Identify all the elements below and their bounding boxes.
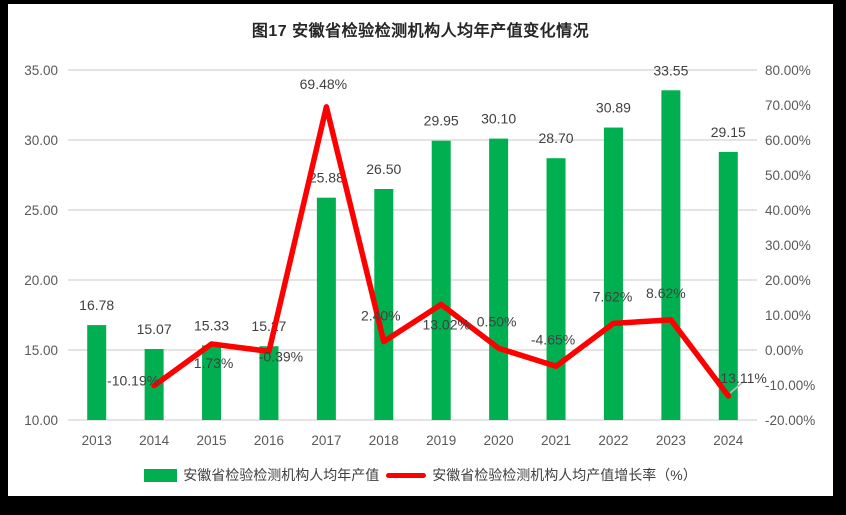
right-axis-tick-label: 0.00% [765,343,803,358]
growth-value-label-2015: 1.73% [194,355,234,371]
growth-value-label-2016: -0.39% [259,348,303,364]
legend: 安徽省检验检测机构人均年产值 安徽省检验检测机构人均产值增长率（%） [8,465,833,485]
bar-value-label-2018: 26.50 [366,161,401,177]
growth-value-label-2020: 0.50% [477,313,517,329]
bar-2020 [489,138,509,420]
bar-value-label-2024: 29.15 [711,124,746,140]
right-axis-tick-label: 60.00% [765,133,811,148]
bar-value-label-2013: 16.78 [79,297,114,313]
x-axis-label-2020: 2020 [484,433,514,448]
left-axis-tick-label: 30.00 [24,133,58,148]
growth-value-label-2014: -10.19% [107,373,159,389]
left-axis-tick-label: 25.00 [24,203,58,218]
left-axis-tick-label: 35.00 [24,63,58,78]
x-axis-label-2022: 2022 [598,433,628,448]
x-axis-label-2023: 2023 [656,433,686,448]
bar-value-label-2016: 15.27 [251,318,286,334]
growth-value-label-2021: -4.65% [531,331,575,347]
bar-2015 [202,345,222,420]
growth-value-label-2019: 13.02% [422,316,469,332]
right-axis-tick-label: 50.00% [765,168,811,183]
x-axis-label-2018: 2018 [369,433,399,448]
bar-value-label-2022: 30.89 [596,100,631,116]
left-axis-tick-label: 15.00 [24,343,58,358]
x-axis-label-2021: 2021 [541,433,571,448]
bar-value-label-2014: 15.07 [137,321,172,337]
bar-value-label-2021: 28.70 [539,130,574,146]
right-axis-tick-label: 20.00% [765,273,811,288]
chart-panel: 图17 安徽省检验检测机构人均年产值变化情况 35.00 30.00 25.00 20… [8,4,833,496]
combo-chart: 35.00 30.00 25.00 20.00 15.00 10.00 80.00% 70.0… [24,62,815,448]
right-axis-tick-label: 80.00% [765,63,811,78]
x-axis-label-2013: 2013 [82,433,112,448]
x-axis-label-2014: 2014 [139,433,170,448]
bar-2018 [374,189,394,420]
legend-item-line-series: 安徽省检验检测机构人均产值增长率（%） [386,465,697,485]
right-axis-tick-label: 70.00% [765,98,811,113]
bar-2017 [316,197,336,420]
x-axis-label-2024: 2024 [713,433,744,448]
right-axis-tick-label: 30.00% [765,238,811,253]
chart-title: 图17 安徽省检验检测机构人均年产值变化情况 [251,23,590,40]
bar-2022 [603,127,623,420]
x-axis-label-2015: 2015 [197,433,227,448]
growth-rate-line [151,104,732,399]
bar-value-label-2015: 15.33 [194,317,229,333]
bar-value-label-2017: 25.88 [309,170,344,186]
growth-value-label-2023: 8.62% [646,285,686,301]
right-axis-tick-label: -20.00% [765,413,815,428]
bar-2024 [718,151,738,420]
bar-2016 [259,346,279,420]
x-axis-label-2017: 2017 [311,433,341,448]
growth-value-label-2024: -13.11% [716,370,767,386]
x-axis-label-2016: 2016 [254,433,284,448]
bar-2019 [431,140,451,420]
bar-series-label: 安徽省检验检测机构人均年产值 [183,467,380,483]
bar-value-label-2019: 29.95 [424,113,459,129]
bar-value-label-2020: 30.10 [481,111,516,127]
x-axis-label-2019: 2019 [426,433,456,448]
line-series-label: 安徽省检验检测机构人均产值增长率（%） [432,467,697,483]
bar-2013 [87,325,107,420]
legend-item-bar-series: 安徽省检验检测机构人均年产值 [144,465,379,485]
bar-value-label-2023: 33.55 [653,62,688,78]
bar-2023 [661,90,681,421]
right-axis-tick-label: 40.00% [765,203,811,218]
label-leader-line [729,381,744,394]
growth-value-label-2018: 2.40% [361,308,401,324]
bar-2021 [546,158,566,420]
line-series-swatch-icon [386,472,427,478]
left-axis-tick-label: 10.00 [24,413,58,428]
growth-value-label-2022: 7.62% [593,288,633,304]
right-axis-tick-label: 10.00% [765,308,811,323]
right-axis-tick-label: -10.00% [765,378,815,393]
bar-series-swatch-icon [144,468,178,482]
left-axis-tick-label: 20.00 [24,273,58,288]
growth-value-label-2017: 69.48% [300,76,347,92]
